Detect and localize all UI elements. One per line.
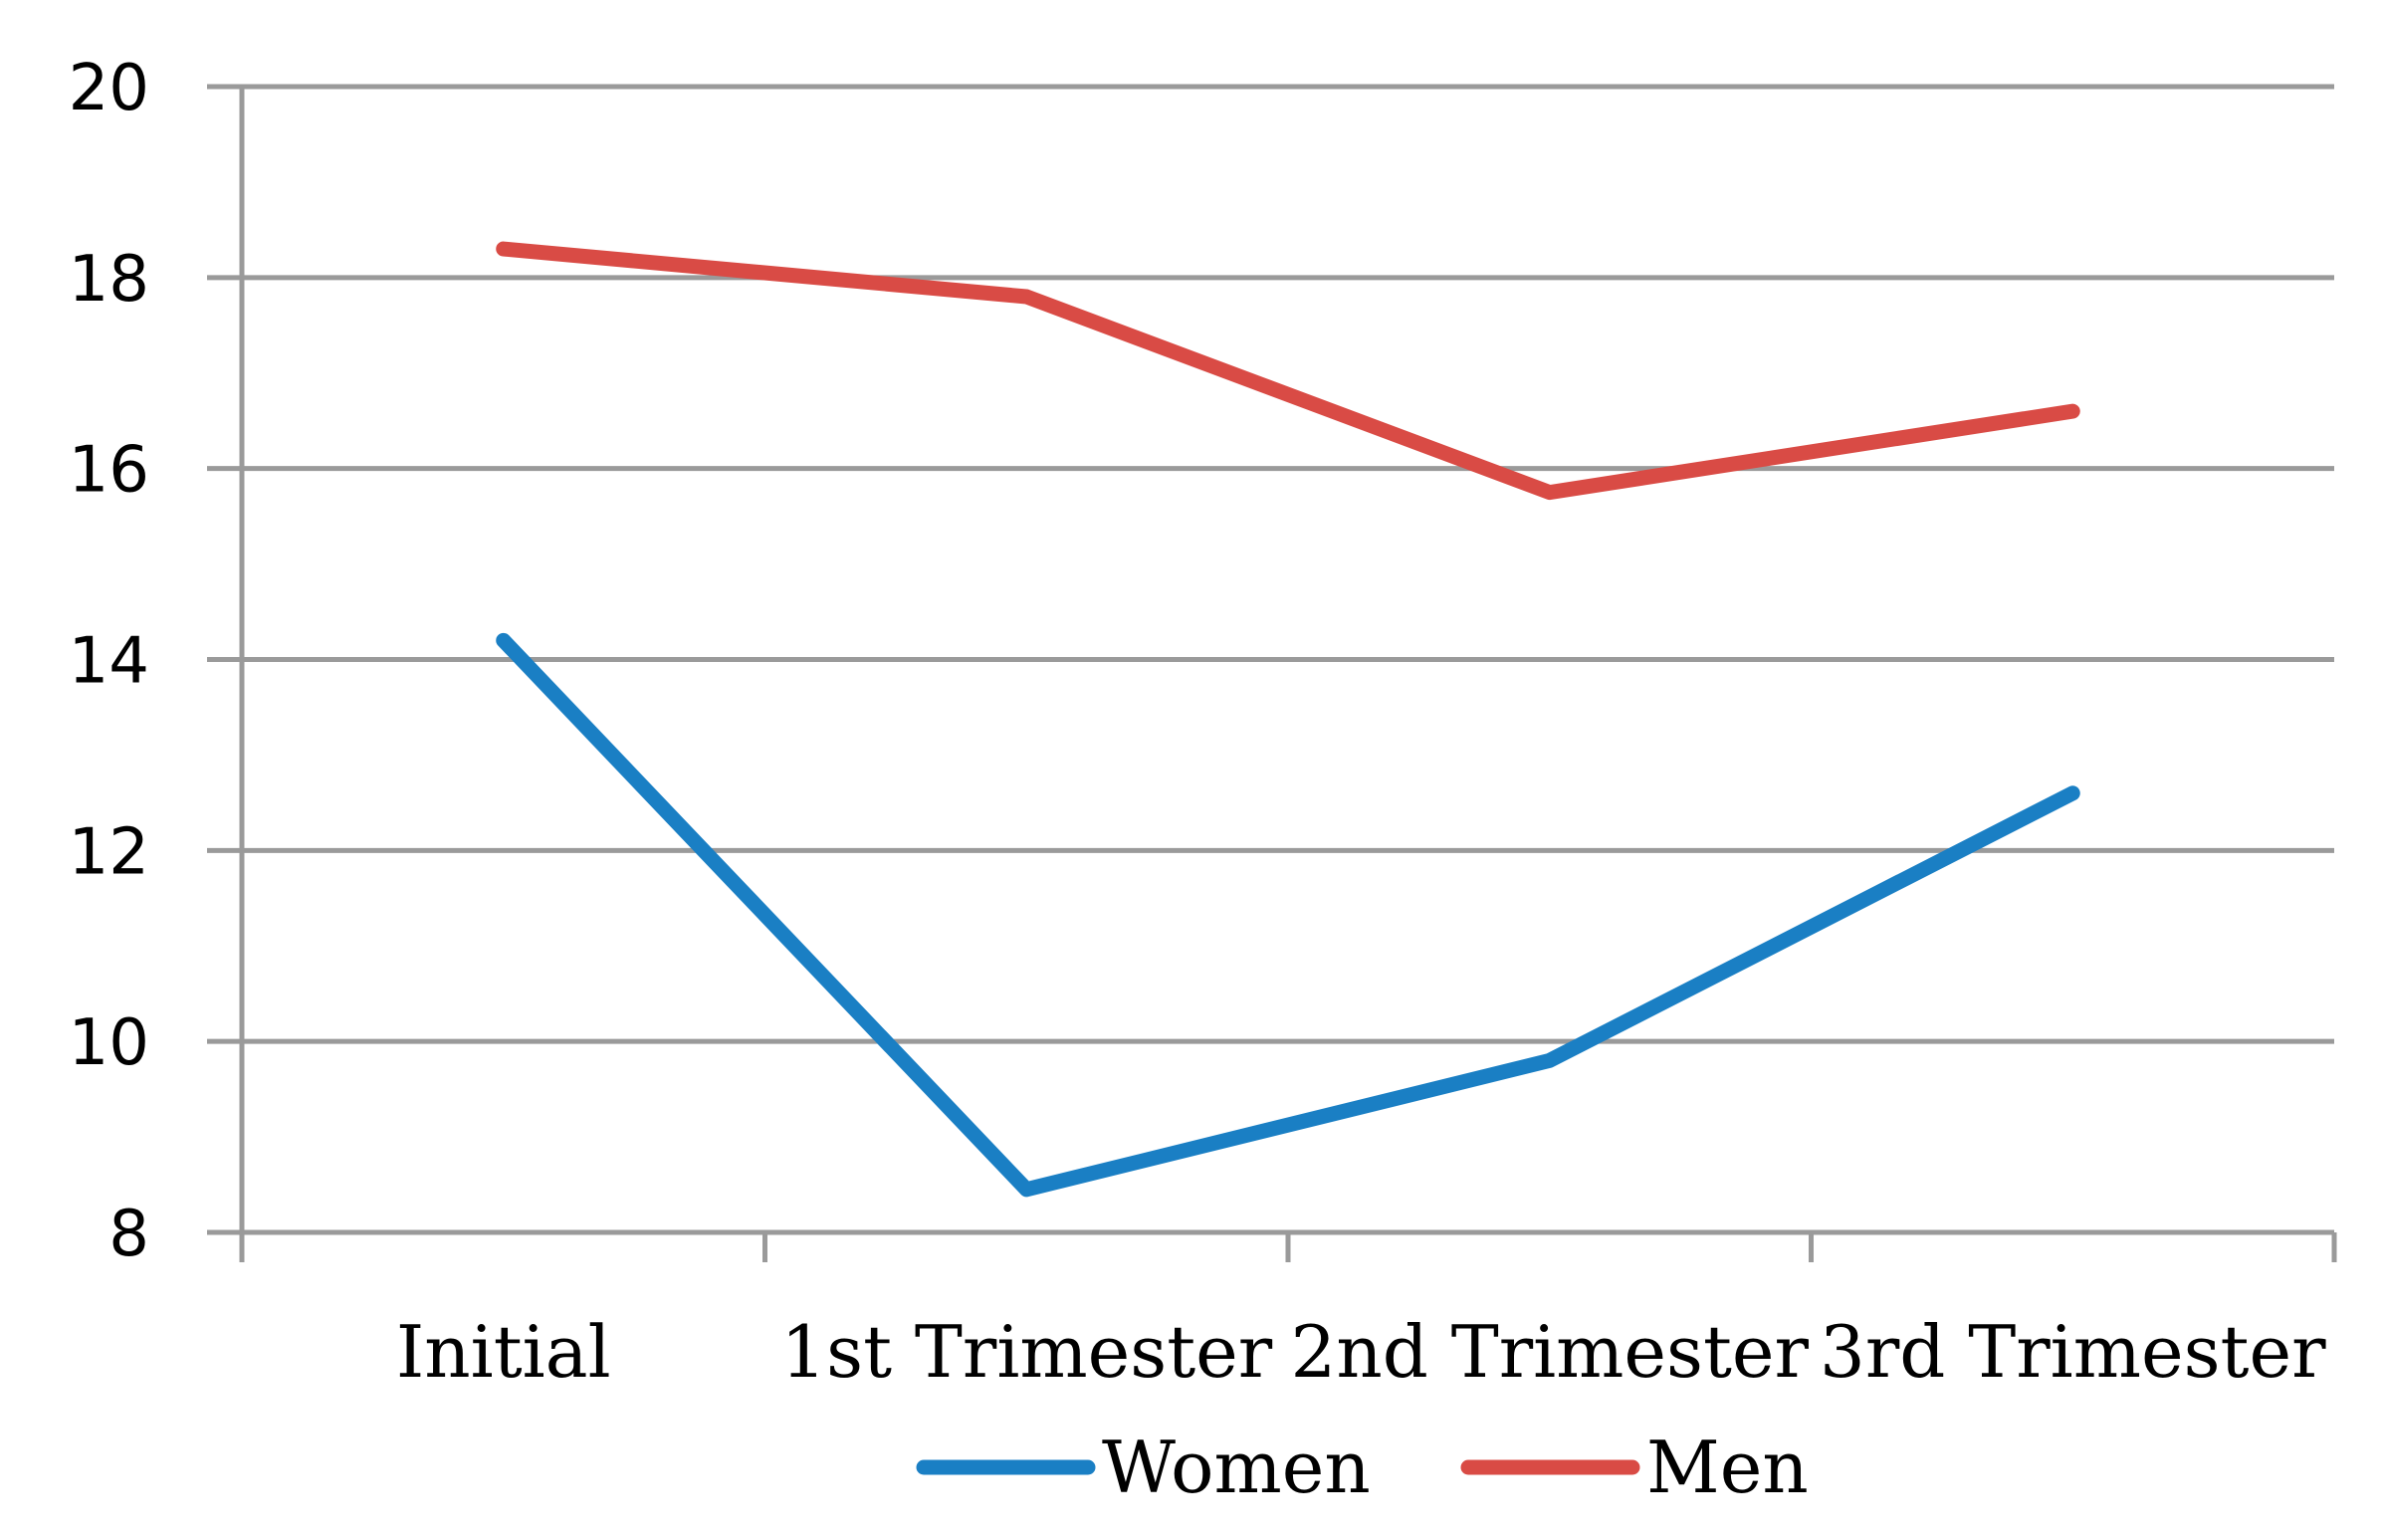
y-tick-label: 14 — [69, 625, 149, 699]
legend-label-men: Men — [1646, 1426, 1809, 1509]
series-line-women — [496, 632, 2080, 1198]
axes — [207, 87, 2337, 1262]
legend: Women Men — [916, 1426, 1809, 1509]
x-tick-label: 3rd Trimester — [1820, 1310, 2326, 1394]
x-tick-label: Initial — [396, 1310, 611, 1394]
legend-label-women: Women — [1102, 1426, 1371, 1509]
y-axis-ticks: 8 10 12 14 16 18 20 — [69, 52, 149, 1271]
y-tick-label: 16 — [69, 434, 149, 508]
series-lines — [496, 241, 2080, 1198]
x-tick-label: 1st Trimester — [780, 1310, 1272, 1394]
y-tick-label: 12 — [69, 815, 149, 889]
y-tick-label: 18 — [69, 243, 149, 317]
y-tick-label: 10 — [69, 1006, 149, 1080]
x-tick-label: 2nd Trimester — [1291, 1310, 1810, 1394]
grid-lines — [207, 84, 2334, 1044]
x-axis-ticks: Initial 1st Trimester 2nd Trimester 3rd Tri… — [396, 1310, 2326, 1394]
series-line-men — [496, 241, 2080, 501]
y-tick-label: 20 — [69, 52, 149, 125]
y-tick-label: 8 — [108, 1198, 149, 1271]
